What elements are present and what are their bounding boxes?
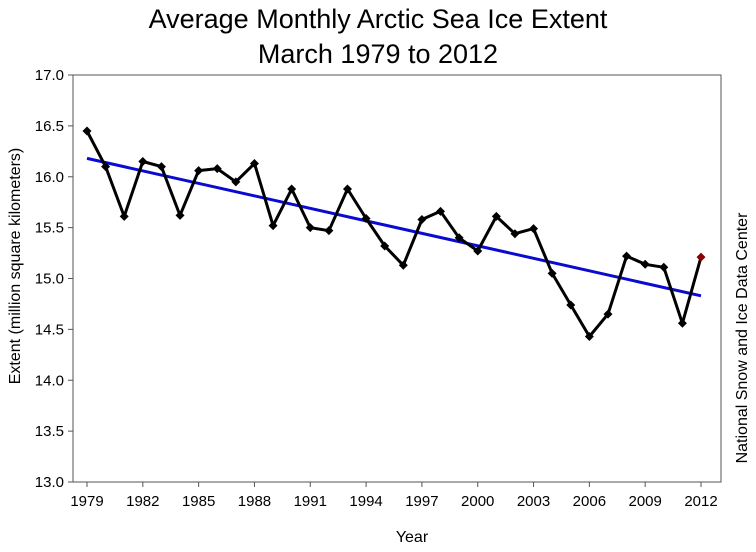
data-point bbox=[287, 184, 297, 194]
data-line bbox=[85, 130, 703, 338]
data-point bbox=[175, 210, 185, 220]
data-point bbox=[436, 206, 446, 216]
x-tick-label: 1982 bbox=[126, 493, 159, 510]
source-label: National Snow and Ice Data Center bbox=[734, 212, 751, 463]
data-point bbox=[82, 126, 92, 136]
chart-title: Average Monthly Arctic Sea Ice Extent bbox=[148, 4, 608, 34]
y-tick-label: 14.5 bbox=[35, 321, 64, 338]
x-tick-label: 1997 bbox=[405, 493, 438, 510]
highlight-point bbox=[696, 252, 706, 262]
y-tick-label: 14.0 bbox=[35, 372, 64, 389]
data-point bbox=[566, 300, 576, 310]
x-tick-label: 2009 bbox=[628, 493, 661, 510]
data-point bbox=[417, 214, 427, 224]
plot-area-frame bbox=[72, 74, 722, 483]
y-tick-label: 16.5 bbox=[35, 118, 64, 135]
y-tick-label: 15.5 bbox=[35, 220, 64, 237]
data-point bbox=[156, 162, 166, 172]
data-point bbox=[603, 309, 613, 319]
data-point bbox=[101, 162, 111, 172]
x-tick-label: 2000 bbox=[461, 493, 494, 510]
data-point bbox=[305, 223, 315, 233]
trend-line bbox=[86, 156, 702, 298]
data-point bbox=[473, 246, 483, 256]
data-point bbox=[454, 233, 464, 243]
data-point bbox=[622, 251, 632, 261]
data-point bbox=[231, 177, 241, 187]
x-axis-title: Year bbox=[396, 529, 429, 546]
data-point bbox=[547, 268, 557, 278]
y-tick-label: 16.0 bbox=[35, 169, 64, 186]
x-tick-label: 2003 bbox=[517, 493, 550, 510]
data-point bbox=[380, 241, 390, 251]
x-axis-ticks: 1979 1982 1985 1988 1991 1994 1997 2000 2003 2006… bbox=[70, 482, 718, 510]
x-tick-label: 2012 bbox=[684, 493, 717, 510]
y-tick-label: 17.0 bbox=[35, 67, 64, 84]
data-point bbox=[584, 331, 594, 341]
data-point bbox=[659, 262, 669, 272]
data-point bbox=[491, 211, 501, 221]
x-tick-label: 1979 bbox=[70, 493, 103, 510]
data-point bbox=[268, 221, 278, 231]
y-tick-label: 15.0 bbox=[35, 271, 64, 288]
chart-subtitle: March 1979 to 2012 bbox=[257, 39, 499, 69]
data-point bbox=[398, 260, 408, 270]
data-point bbox=[249, 159, 259, 169]
data-point bbox=[529, 224, 539, 234]
y-tick-label: 13.0 bbox=[35, 474, 64, 491]
x-tick-label: 1991 bbox=[294, 493, 327, 510]
data-point bbox=[361, 213, 371, 223]
x-tick-label: 1994 bbox=[349, 493, 382, 510]
data-point bbox=[138, 156, 148, 166]
x-tick-label: 1988 bbox=[238, 493, 271, 510]
data-point bbox=[510, 229, 520, 239]
data-points bbox=[82, 126, 706, 341]
x-tick-label: 1985 bbox=[182, 493, 215, 510]
data-point bbox=[194, 166, 204, 176]
data-point bbox=[677, 318, 687, 328]
data-point bbox=[640, 259, 650, 269]
x-tick-label: 2006 bbox=[573, 493, 606, 510]
y-tick-label: 13.5 bbox=[35, 423, 64, 440]
data-point bbox=[212, 164, 222, 174]
data-point bbox=[324, 226, 334, 236]
data-point bbox=[119, 211, 129, 221]
data-point bbox=[342, 184, 352, 194]
y-axis-title: Extent (million square kilometers) bbox=[7, 148, 24, 385]
y-axis-ticks: 13.0 13.5 14.0 14.5 15.0 15.5 16.0 16.5 17.0 bbox=[35, 67, 73, 491]
